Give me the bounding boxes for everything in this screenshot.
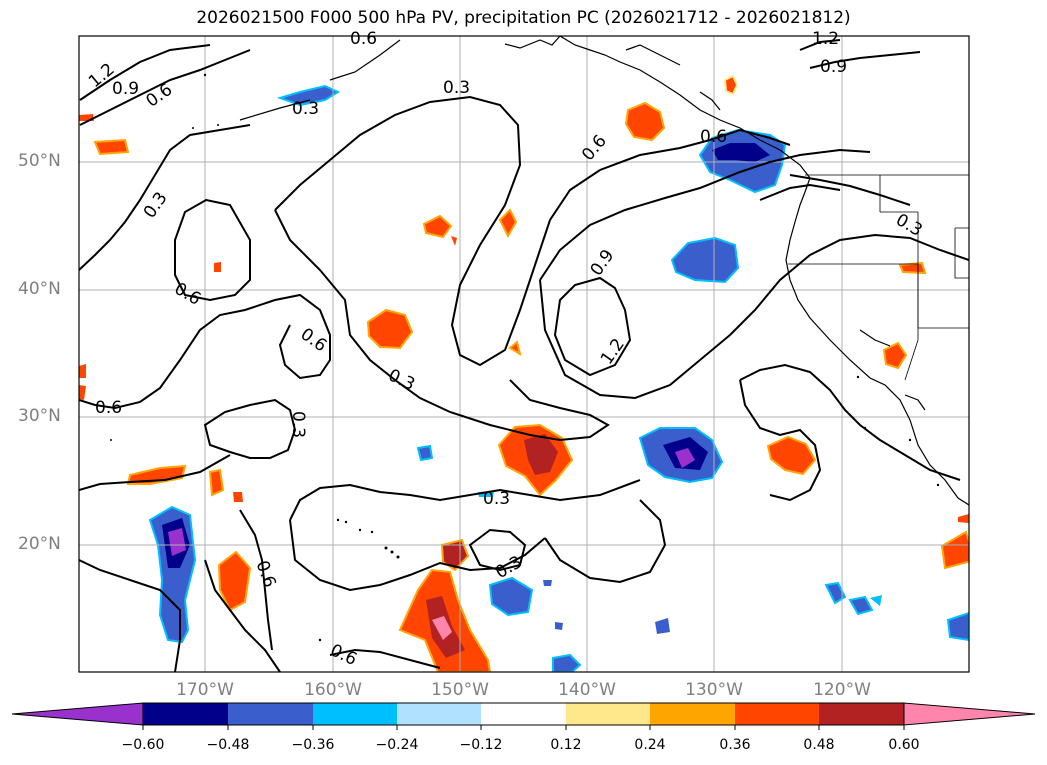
lat-label: 30°N [18, 406, 61, 426]
contour-label: 0.3 [443, 78, 470, 98]
state-borders [788, 174, 969, 381]
gridlines [79, 36, 969, 672]
colorbar-tick-label: −0.12 [459, 737, 503, 753]
lon-label: 140°W [558, 680, 616, 700]
contour-label: 0.3 [483, 489, 510, 509]
pv-contours [79, 39, 969, 672]
map-frame [78, 35, 970, 673]
colorbar-segment [735, 703, 819, 725]
map-title: 2026021500 F000 500 hPa PV, precipitatio… [196, 8, 851, 28]
colorbar-tick-label: −0.36 [291, 737, 335, 753]
lon-label: 170°W [176, 680, 234, 700]
contour-label: 0.3 [292, 99, 319, 119]
colorbar-tick-label: −0.24 [375, 737, 419, 753]
colorbar-tick-label: 0.48 [803, 737, 835, 753]
colorbar-tick-label: 0.12 [550, 737, 582, 753]
contour-label: 0.6 [700, 127, 727, 147]
contour-label: 0.6 [252, 558, 280, 590]
lon-label: 130°W [685, 680, 743, 700]
lat-label: 20°N [18, 534, 61, 554]
contour-label: 0.6 [143, 80, 177, 112]
contour-label: 0.6 [297, 324, 331, 356]
colorbar-tick-label: −0.60 [121, 737, 165, 753]
contour-label: 0.6 [578, 131, 611, 165]
colorbar-segment [397, 703, 481, 725]
contour-label: 0.9 [587, 246, 619, 280]
colorbar-segment [313, 703, 397, 725]
contour-label: 0.3 [288, 411, 308, 438]
colorbar-tick-label: −0.48 [206, 737, 250, 753]
contour-label: 1.2 [597, 335, 629, 369]
contour-label: 0.6 [171, 279, 204, 310]
contour-label: 0.3 [385, 365, 418, 395]
colorbar-tick-label: 0.36 [719, 737, 751, 753]
contour-label: 0.6 [327, 640, 360, 670]
colorbar-tick-label: 0.24 [634, 737, 666, 753]
contour-label: 0.9 [112, 79, 139, 99]
colorbar-extend-high [903, 702, 1036, 726]
lat-label: 50°N [18, 151, 61, 171]
contour-label: 0.6 [95, 398, 122, 418]
colorbar-tick-label: 0.60 [888, 737, 920, 753]
lat-label: 40°N [18, 279, 61, 299]
colorbar-segment [143, 703, 228, 725]
colorbar-segment [819, 703, 904, 725]
colorbar-segment [481, 703, 566, 725]
contour-label: 1.2 [812, 29, 839, 49]
colorbar [11, 702, 1036, 730]
precipitation-shading [79, 74, 969, 672]
lon-label: 120°W [813, 680, 871, 700]
colorbar-segment [228, 703, 313, 725]
lon-label: 160°W [304, 680, 362, 700]
contour-label: 0.6 [350, 29, 377, 49]
lon-label: 150°W [431, 680, 489, 700]
contour-label: 0.9 [820, 57, 847, 77]
islands [110, 73, 940, 642]
colorbar-extend-low [11, 702, 144, 726]
colorbar-segment [566, 703, 650, 725]
colorbar-segment [650, 703, 735, 725]
